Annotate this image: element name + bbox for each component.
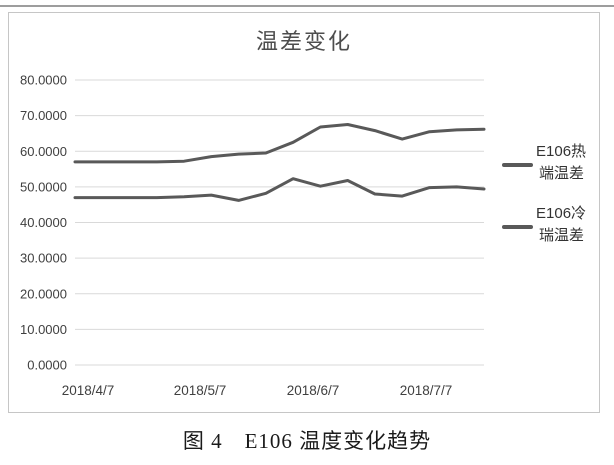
legend-label-cold: E106冷 瑞温差 xyxy=(536,203,598,246)
y-axis-tick-label: 50.0000 xyxy=(20,179,67,194)
chart-title: 温差变化 xyxy=(255,29,352,54)
x-axis-tick-label: 2018/6/7 xyxy=(287,383,340,398)
figure-caption: 图 4 E106 温度变化趋势 xyxy=(182,429,432,453)
legend-line-marker-icon xyxy=(502,163,533,167)
legend-label-cold-line2: 瑞温差 xyxy=(539,226,585,244)
x-axis-tick-label: 2018/5/7 xyxy=(174,383,227,398)
legend-label-cold-line1: E106冷 xyxy=(536,205,587,222)
y-axis-tick-label: 60.0000 xyxy=(20,144,67,159)
x-axis-tick-label: 2018/4/7 xyxy=(62,383,115,398)
y-axis-tick-label: 0.0000 xyxy=(27,358,67,373)
y-axis-tick-label: 20.0000 xyxy=(20,286,67,301)
line-chart-plot: 0.0000 10.0000 20.0000 30.0000 40.0000 50.000… xyxy=(20,73,486,398)
series-line-E106热端温差 xyxy=(73,123,486,164)
legend-line-marker-icon xyxy=(502,225,533,229)
legend-label-hot: E106热 端温差 xyxy=(536,141,598,184)
y-axis-tick-label: 70.0000 xyxy=(20,108,67,123)
legend-label-hot-line2: 端温差 xyxy=(539,164,585,182)
x-axis-tick-label: 2018/7/7 xyxy=(400,383,453,398)
y-axis-tick-label: 80.0000 xyxy=(20,73,67,88)
chart-frame: 温差变化 0.0000 10.0000 20.0000 30.0000 40.0000 5… xyxy=(8,12,600,413)
document-horizontal-rule xyxy=(0,5,614,7)
y-axis-tick-label: 40.0000 xyxy=(20,215,67,230)
series-line-E106冷瑞温差 xyxy=(73,177,486,202)
y-axis-tick-label: 10.0000 xyxy=(20,322,67,337)
legend-label-hot-line1: E106热 xyxy=(536,143,587,160)
y-axis-tick-label: 30.0000 xyxy=(20,251,67,266)
chart-legend: E106热 端温差 E106冷 瑞温差 xyxy=(499,13,599,412)
